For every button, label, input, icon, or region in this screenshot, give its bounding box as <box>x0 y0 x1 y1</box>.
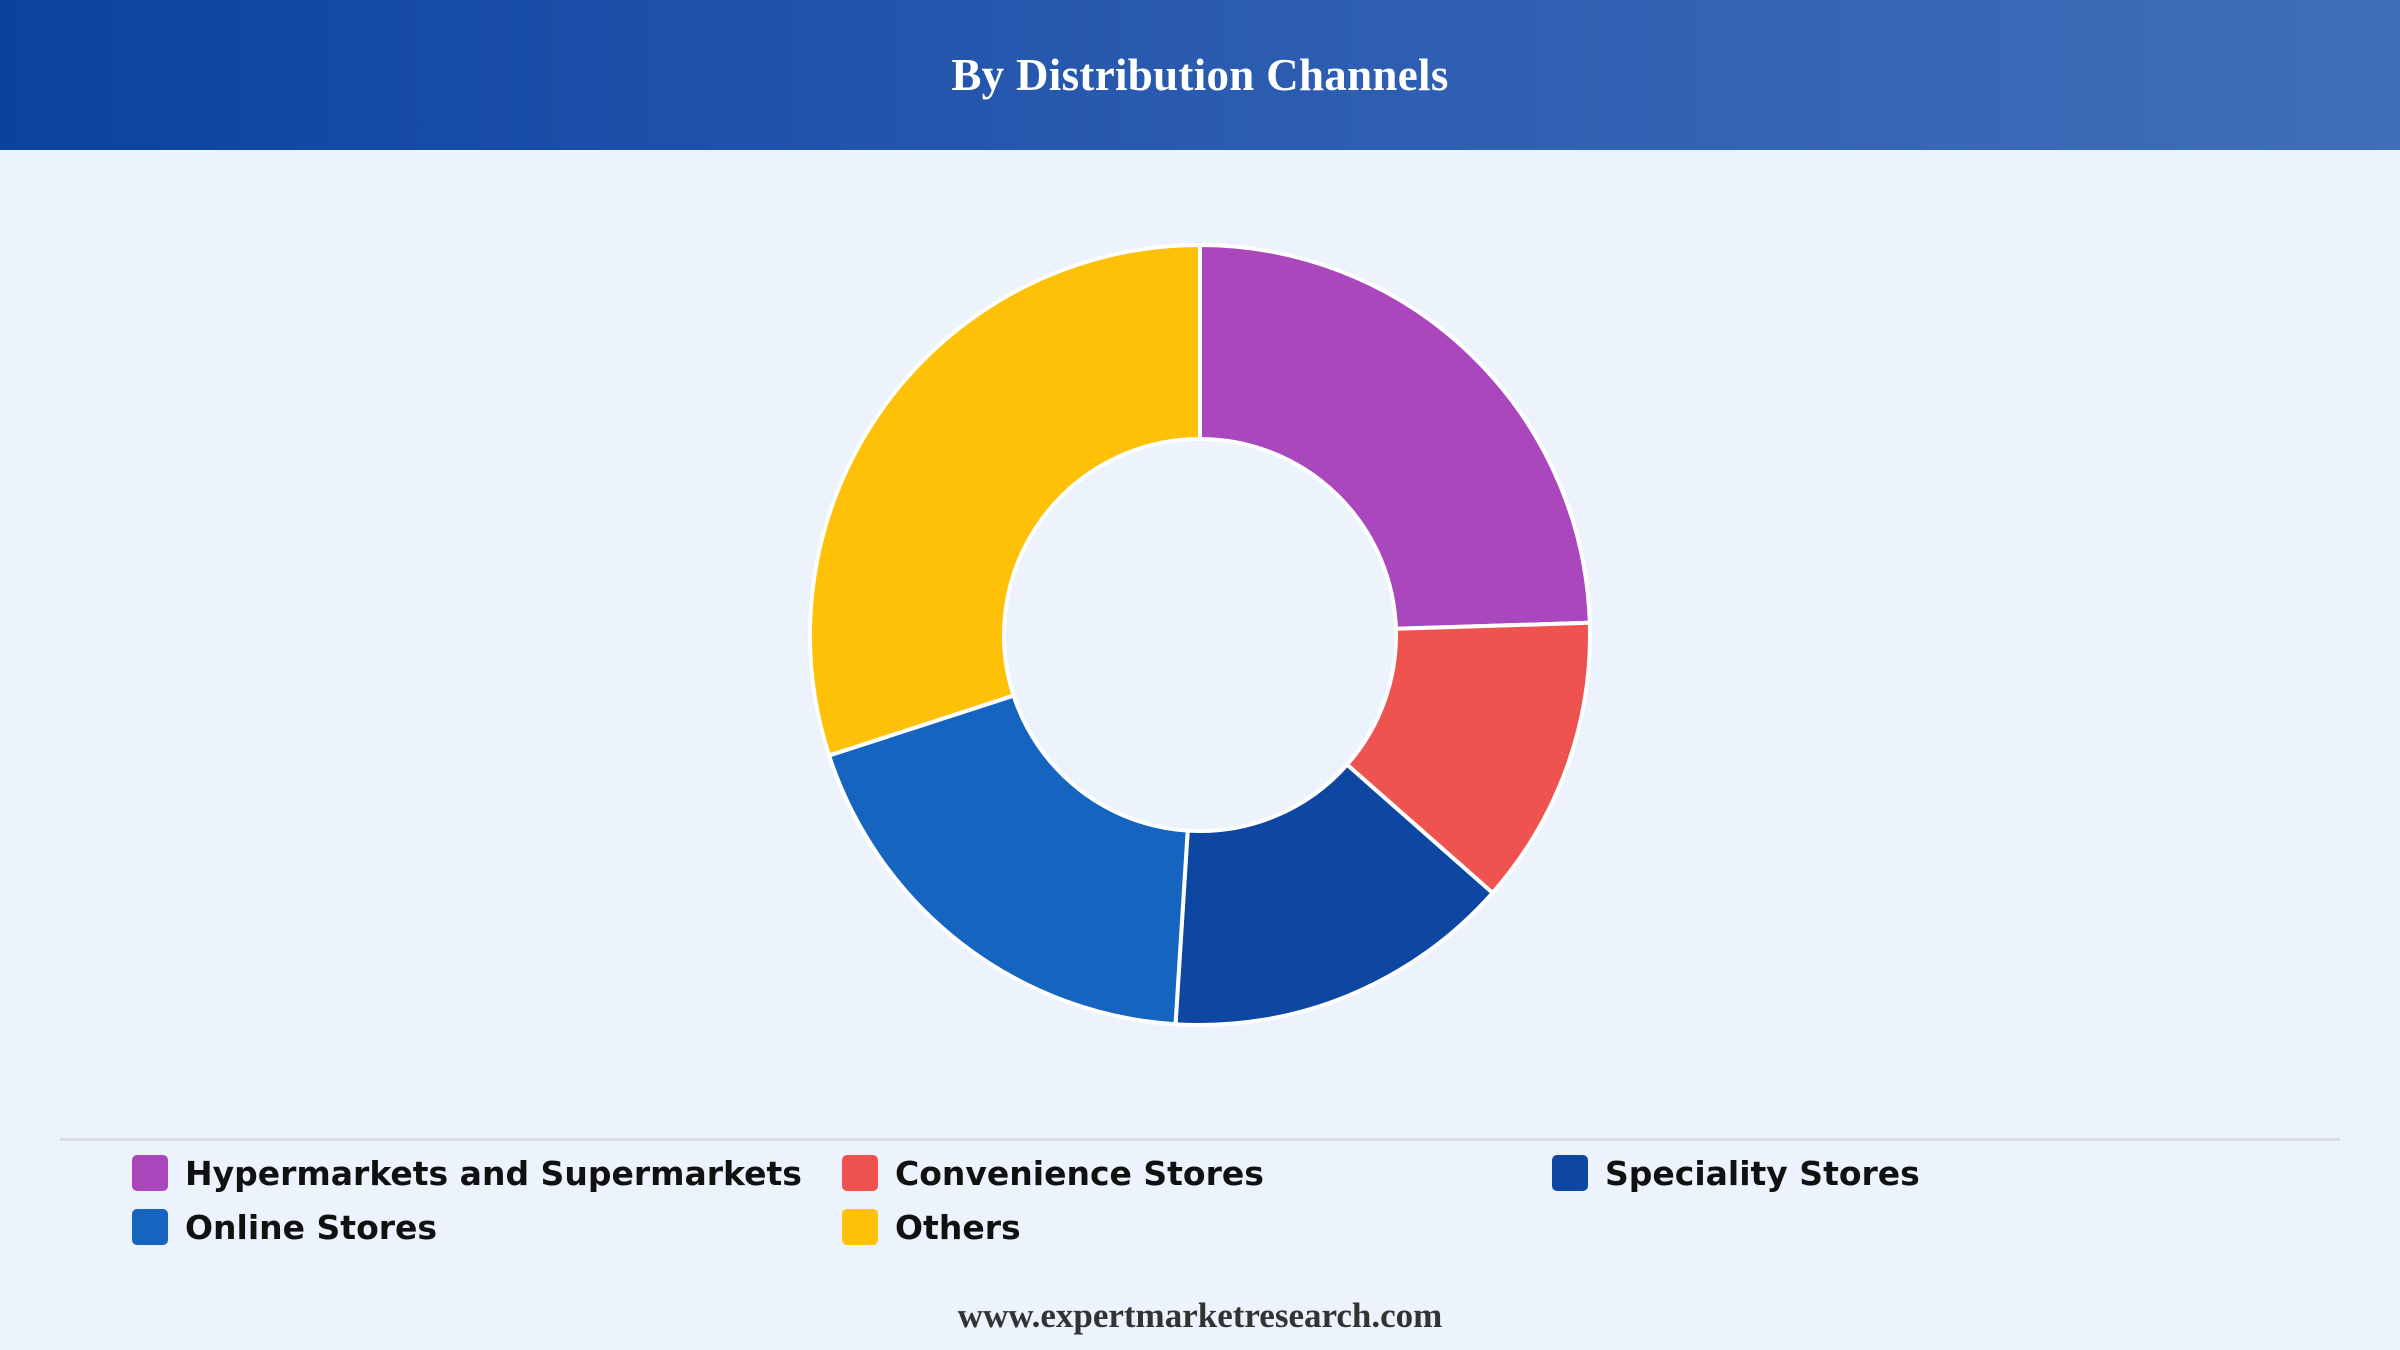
source-footer[interactable]: www.expertmarketresearch.com <box>957 1296 1443 1335</box>
legend-label: Others <box>895 1207 1021 1247</box>
legend: Hypermarkets and Supermarkets Convenienc… <box>132 1153 2282 1247</box>
slice-others[interactable] <box>808 243 1202 758</box>
legend-swatch <box>1552 1155 1588 1191</box>
legend-swatch <box>842 1155 878 1191</box>
legend-label: Online Stores <box>185 1207 438 1247</box>
legend-swatch <box>132 1209 168 1245</box>
legend-label: Speciality Stores <box>1605 1153 1920 1193</box>
legend-item-online[interactable]: Online Stores <box>132 1207 842 1247</box>
header-banner: By Distribution Channels <box>0 0 2400 150</box>
slice-convenience[interactable] <box>1345 620 1592 895</box>
legend-divider <box>60 1138 2340 1141</box>
chart-title: By Distribution Channels <box>951 50 1449 100</box>
legend-label: Convenience Stores <box>895 1153 1264 1193</box>
legend-label: Hypermarkets and Supermarkets <box>185 1153 802 1193</box>
slice-online[interactable] <box>827 693 1190 1027</box>
slice-speciality[interactable] <box>1173 762 1495 1027</box>
legend-item-others[interactable]: Others <box>842 1207 1552 1247</box>
legend-swatch <box>842 1209 878 1245</box>
donut-chart <box>808 243 1592 1027</box>
legend-item-convenience[interactable]: Convenience Stores <box>842 1153 1552 1193</box>
legend-item-hypermarkets[interactable]: Hypermarkets and Supermarkets <box>132 1153 842 1193</box>
legend-item-speciality[interactable]: Speciality Stores <box>1552 1153 2262 1193</box>
chart-area <box>0 150 2400 1130</box>
slice-hypermarkets[interactable] <box>1198 243 1592 631</box>
legend-swatch <box>132 1155 168 1191</box>
